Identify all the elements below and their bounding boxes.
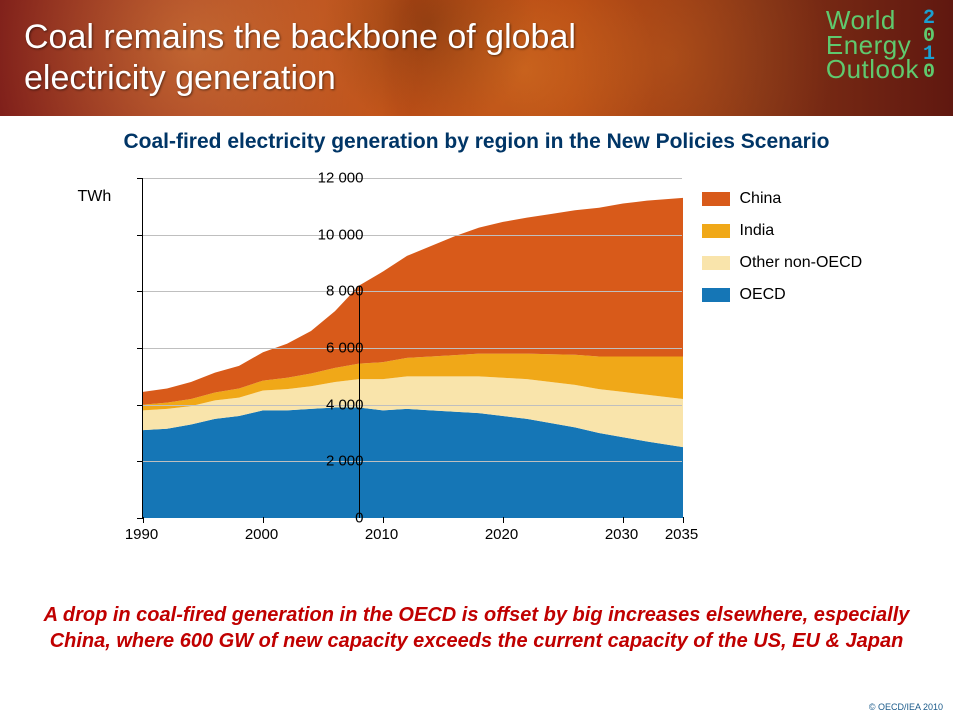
ytick-label: 12 000 [294,170,364,187]
gridline [143,235,682,236]
plot-area [142,178,682,518]
ytick-label: 6 000 [294,340,364,357]
slide-header: Coal remains the backbone of global elec… [0,0,953,116]
xtick-mark [683,517,684,523]
gridline [143,461,682,462]
gridline [143,178,682,179]
xtick-mark [623,517,624,523]
xtick-mark [143,517,144,523]
brand-logo: World Energy Outlook 2 0 1 0 [826,8,935,82]
gridline [143,405,682,406]
ytick-mark [137,461,143,462]
brand-text: World Energy Outlook [826,8,919,82]
legend-item: Other non-OECD [702,254,863,272]
legend-swatch [702,256,730,270]
ytick-mark [137,405,143,406]
footer-note: A drop in coal-fired generation in the O… [0,602,953,654]
slide-title: Coal remains the backbone of global elec… [24,17,724,99]
legend-label: India [740,222,775,240]
ytick-label: 0 [294,510,364,527]
legend-swatch [702,288,730,302]
legend-swatch [702,192,730,206]
legend-item: India [702,222,863,240]
ytick-label: 4 000 [294,396,364,413]
xtick-mark [383,517,384,523]
xtick-label: 1990 [125,526,158,543]
xtick-mark [503,517,504,523]
legend: China India Other non-OECD OECD [702,190,863,318]
y-axis-label: TWh [78,188,112,206]
ytick-mark [137,178,143,179]
legend-label: Other non-OECD [740,254,863,272]
ytick-mark [137,235,143,236]
xtick-label: 2000 [245,526,278,543]
xtick-label: 2035 [665,526,698,543]
xtick-mark [263,517,264,523]
legend-item: OECD [702,286,863,304]
ytick-mark [137,291,143,292]
ytick-label: 10 000 [294,226,364,243]
xtick-label: 2030 [605,526,638,543]
gridline [143,291,682,292]
brand-year: 2 0 1 0 [923,10,935,82]
ytick-mark [137,348,143,349]
legend-label: China [740,190,782,208]
copyright: © OECD/IEA 2010 [869,702,943,712]
chart-section: Coal-fired electricity generation by reg… [0,116,953,580]
chart-title: Coal-fired electricity generation by reg… [40,130,913,154]
legend-swatch [702,224,730,238]
legend-label: OECD [740,286,786,304]
ytick-label: 8 000 [294,283,364,300]
ytick-label: 2 000 [294,453,364,470]
chart-container: TWh China India Other non-OECD OECD 0 2 000 4… [42,160,912,580]
legend-item: China [702,190,863,208]
gridline [143,348,682,349]
xtick-label: 2020 [485,526,518,543]
xtick-label: 2010 [365,526,398,543]
